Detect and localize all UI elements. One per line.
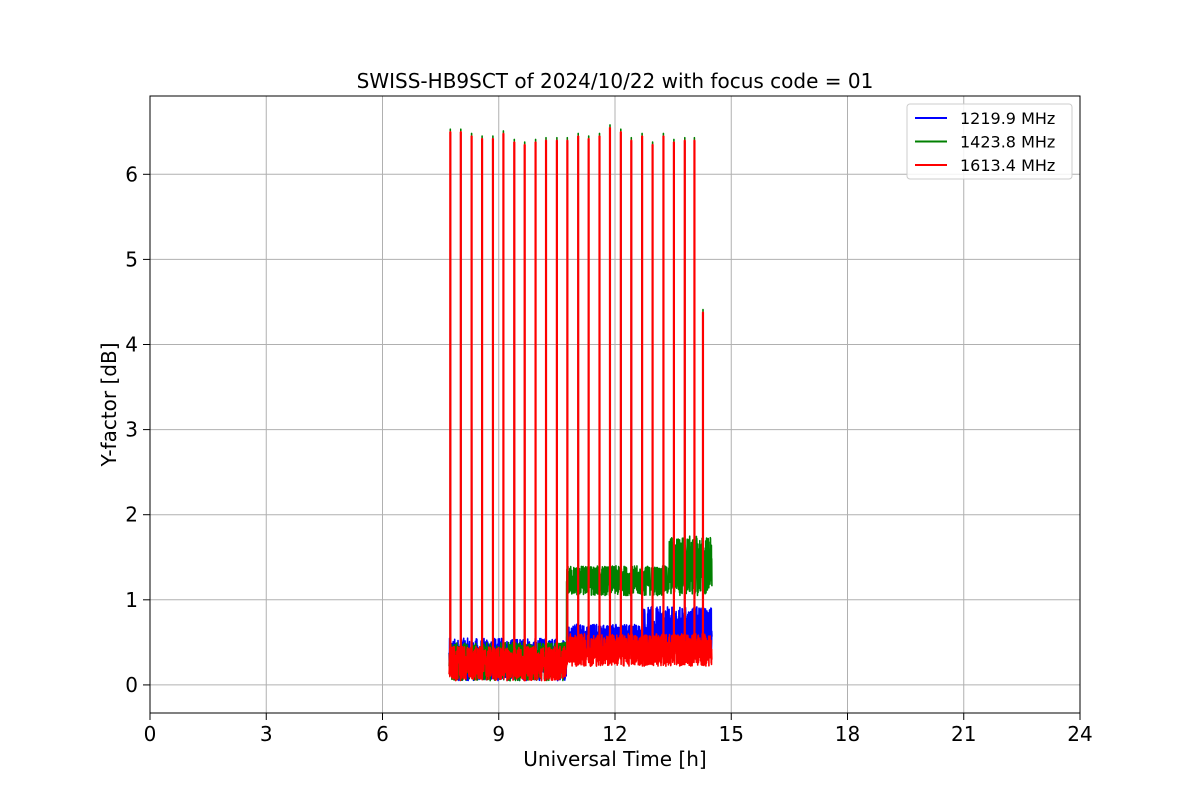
- x-axis-label: Universal Time [h]: [523, 747, 706, 771]
- y-tick-label: 0: [125, 673, 138, 697]
- y-tick-label: 6: [125, 162, 138, 186]
- x-tick-label: 12: [602, 722, 627, 746]
- x-tick-label: 3: [260, 722, 273, 746]
- legend-box: [906, 103, 1073, 180]
- x-tick-label: 9: [492, 722, 505, 746]
- legend-label: 1423.8 MHz: [960, 133, 1055, 152]
- chart-title: SWISS-HB9SCT of 2024/10/22 with focus co…: [357, 69, 874, 93]
- x-tick-label: 15: [719, 722, 744, 746]
- y-axis-label: Y-factor [dB]: [97, 342, 121, 467]
- y-tick-label: 2: [125, 503, 138, 527]
- legend-label: 1219.9 MHz: [960, 109, 1055, 128]
- x-tick-label: 24: [1067, 722, 1092, 746]
- x-tick-label: 6: [376, 722, 389, 746]
- y-tick-label: 1: [125, 588, 138, 612]
- legend: 1219.9 MHz 1423.8 MHz 1613.4 MHz: [906, 103, 1073, 180]
- x-tick-label: 0: [144, 722, 157, 746]
- y-tick-label: 5: [125, 247, 138, 271]
- data-layer: [448, 124, 713, 682]
- x-tick-label: 21: [951, 722, 976, 746]
- x-tick-label: 18: [835, 722, 860, 746]
- y-tick-label: 3: [125, 418, 138, 442]
- legend-label: 1613.4 MHz: [960, 156, 1055, 175]
- y-tick-label: 4: [125, 333, 138, 357]
